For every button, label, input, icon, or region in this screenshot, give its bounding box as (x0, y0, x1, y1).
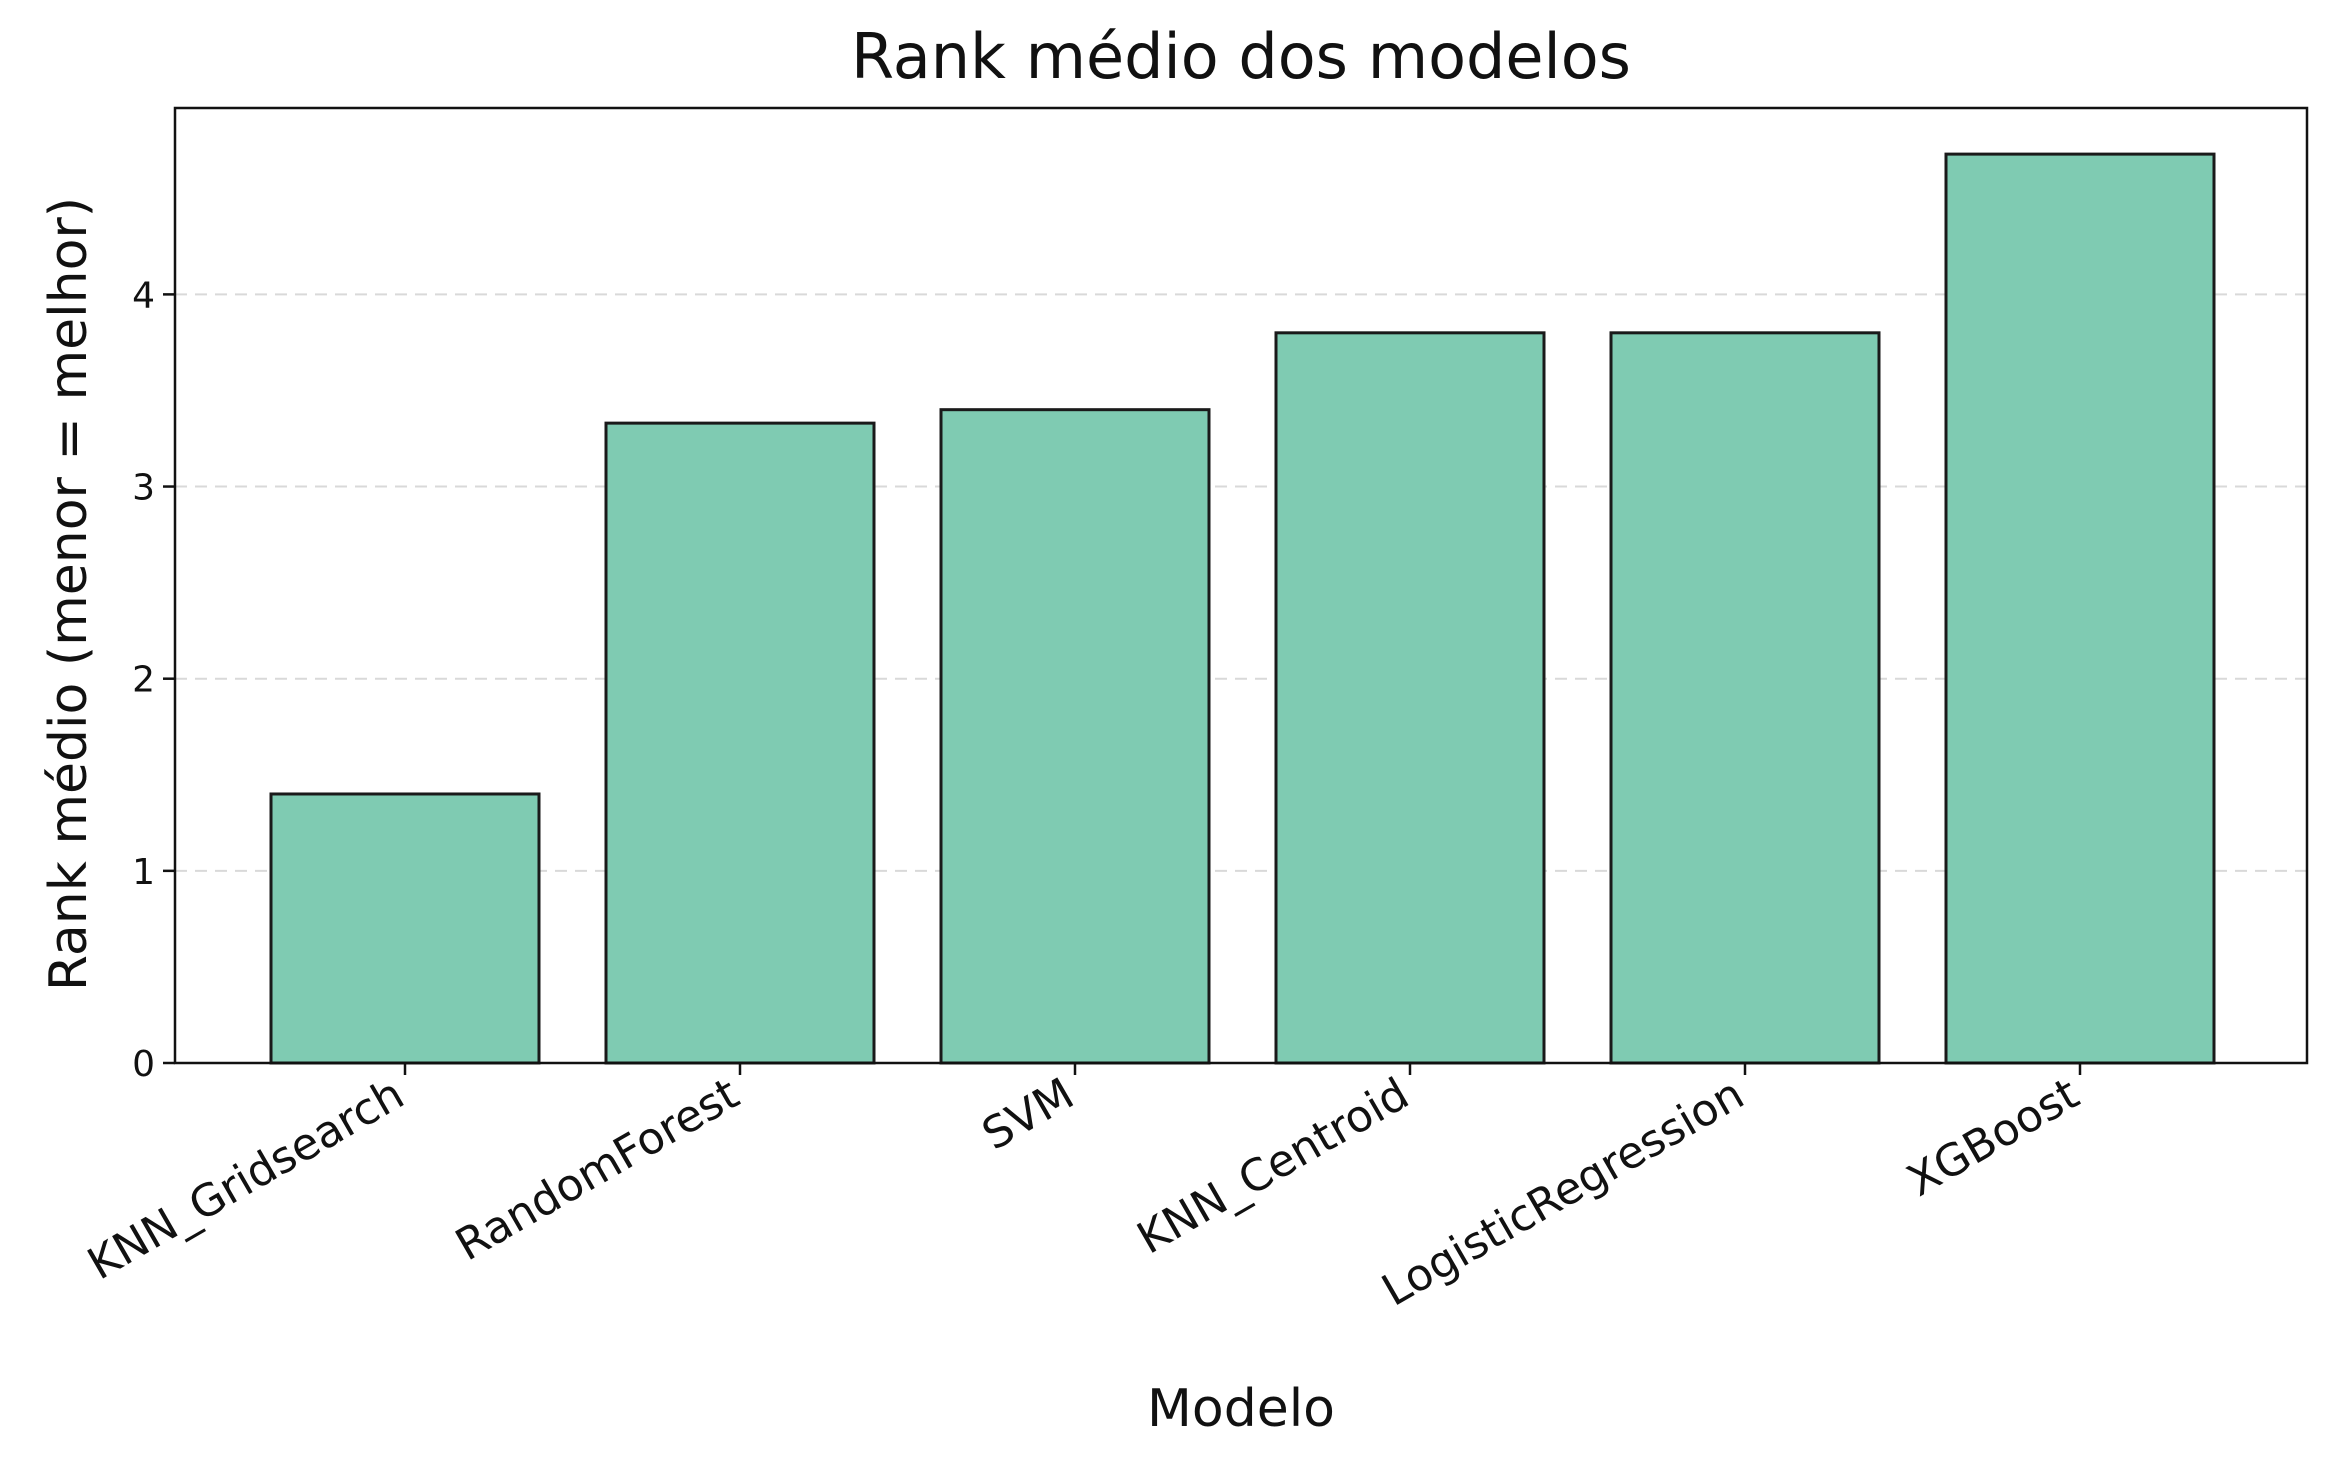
bars (269, 152, 2216, 1065)
bar (939, 408, 1211, 1065)
bar (1944, 152, 2216, 1065)
y-tick-label: 0 (132, 1044, 155, 1085)
x-tick-label: LogisticRegression (1374, 1068, 1753, 1316)
y-tick-label: 1 (132, 852, 155, 893)
bar (269, 792, 541, 1065)
bar (1609, 331, 1881, 1065)
bar (604, 421, 876, 1065)
x-tick-label: KNN_Gridsearch (79, 1068, 412, 1290)
gridlines (175, 293, 2307, 872)
chart-title: Rank médio dos modelos (851, 20, 1631, 93)
x-tick-label: RandomForest (447, 1068, 747, 1271)
plot-frame (173, 106, 2309, 1065)
y-tick-label: 2 (132, 660, 155, 701)
y-axis-label: Rank médio (menor = melhor) (39, 197, 99, 991)
x-tick-label: SVM (974, 1068, 1083, 1160)
x-tick-label: XGBoost (1899, 1068, 2088, 1206)
x-ticks: KNN_Gridsearch RandomForest SVM KNN_Centroi… (79, 1063, 2088, 1317)
bar (1274, 331, 1546, 1065)
y-tick-label: 4 (132, 275, 155, 316)
x-tick-label: KNN_Centroid (1129, 1068, 1418, 1264)
y-ticks: 0 1 2 3 4 (132, 275, 175, 1085)
x-axis-label: Modelo (1147, 1379, 1335, 1439)
y-tick-label: 3 (132, 468, 155, 509)
